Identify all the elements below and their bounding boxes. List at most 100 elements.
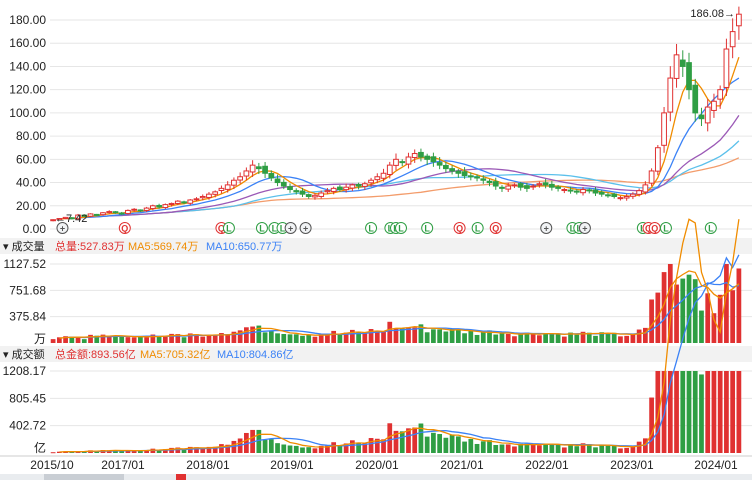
volume-section-label[interactable]: ▾ 成交量 xyxy=(3,239,45,253)
price-y-tick: 100.00 xyxy=(9,106,46,120)
down-bar xyxy=(456,329,461,343)
l-event-icon[interactable]: L xyxy=(422,223,433,234)
l-event-icon[interactable]: L xyxy=(223,223,234,234)
candle-body xyxy=(113,212,118,213)
x-axis-label: 2023/01 xyxy=(610,458,654,472)
candle-body xyxy=(119,213,124,214)
l-event-icon[interactable]: L xyxy=(705,223,716,234)
up-bar xyxy=(88,335,93,343)
down-bar xyxy=(468,439,473,453)
up-bar xyxy=(225,334,230,343)
q-event-icon[interactable]: Q xyxy=(649,223,660,234)
l-event-icon[interactable]: L xyxy=(256,223,267,234)
candle-body xyxy=(637,191,642,195)
plus-event-icon[interactable]: + xyxy=(300,223,311,234)
price-y-tick: 120.00 xyxy=(9,83,46,97)
candle-body xyxy=(144,208,149,210)
candle-body xyxy=(288,187,293,190)
plus-event-icon[interactable]: + xyxy=(579,223,590,234)
down-bar xyxy=(425,332,430,343)
q-event-icon[interactable]: Q xyxy=(119,223,130,234)
plus-event-icon[interactable]: + xyxy=(285,223,296,234)
down-bar xyxy=(338,334,343,343)
price-y-tick: 0.00 xyxy=(23,222,47,236)
l-event-icon[interactable]: L xyxy=(395,223,406,234)
candle-body xyxy=(381,173,386,178)
l-event-icon[interactable]: L xyxy=(472,223,483,234)
down-bar xyxy=(431,329,436,343)
down-bar xyxy=(699,374,704,453)
down-bar xyxy=(450,434,455,453)
down-bar xyxy=(680,371,685,453)
down-bar xyxy=(431,433,436,453)
candle-body xyxy=(157,205,162,206)
l-event-icon[interactable]: L xyxy=(660,223,671,234)
volume-moving-averages xyxy=(59,271,739,338)
up-bar xyxy=(331,331,336,343)
up-bar xyxy=(655,371,660,453)
down-bar xyxy=(481,332,486,343)
down-bar xyxy=(444,438,449,453)
down-bar xyxy=(263,332,268,343)
up-bar xyxy=(737,371,742,453)
candle-body xyxy=(150,206,155,209)
candle-body xyxy=(556,187,561,188)
candle-body xyxy=(331,188,336,191)
l-event-icon[interactable]: L xyxy=(366,223,377,234)
down-bar xyxy=(606,446,611,453)
candle-body xyxy=(238,177,243,180)
down-bar xyxy=(549,444,554,453)
candle-body xyxy=(387,165,392,174)
candle-body xyxy=(543,183,548,185)
up-bar xyxy=(649,398,654,453)
candle-body xyxy=(250,165,255,172)
candle-body xyxy=(219,188,224,190)
candle-body xyxy=(101,213,106,215)
panel-y-tick: 751.68 xyxy=(9,283,46,297)
candle-body xyxy=(325,191,330,192)
candle-body xyxy=(344,187,349,189)
candle-body xyxy=(462,172,467,176)
down-bar xyxy=(462,442,467,453)
candle-body xyxy=(537,184,542,185)
x-axis-label: 2021/01 xyxy=(440,458,484,472)
candle-body xyxy=(107,212,112,213)
candle-body xyxy=(624,196,629,198)
amount-section-label[interactable]: ▾ 成交额 xyxy=(3,347,45,361)
time-scrollbar-thumb[interactable] xyxy=(44,474,124,480)
down-bar xyxy=(281,445,286,453)
plus-event-icon[interactable]: + xyxy=(541,223,552,234)
up-bar xyxy=(381,332,386,343)
down-bar xyxy=(487,440,492,453)
down-bar xyxy=(687,275,692,343)
price-y-tick: 60.00 xyxy=(16,152,46,166)
candle-body xyxy=(425,156,430,159)
plus-event-icon[interactable]: + xyxy=(57,223,68,234)
q-event-icon[interactable]: Q xyxy=(454,223,465,234)
x-axis-label: 2020/01 xyxy=(355,458,399,472)
volume-unit: 万 xyxy=(34,332,46,346)
down-bar xyxy=(543,444,548,453)
candle-body xyxy=(313,195,318,197)
candle-body xyxy=(574,191,579,192)
event-marker-letter: + xyxy=(288,224,293,234)
down-bar xyxy=(113,337,118,343)
q-event-icon[interactable]: Q xyxy=(490,223,501,234)
panel-y-tick: 402.72 xyxy=(9,419,46,433)
up-bar xyxy=(730,290,735,343)
candle-body xyxy=(493,182,498,186)
candle-body xyxy=(444,165,449,168)
amount-ma10: MA10:804.86亿 xyxy=(217,348,293,361)
candle-body xyxy=(225,185,230,189)
candle-body xyxy=(169,203,174,204)
candle-body xyxy=(431,157,436,162)
down-bar xyxy=(300,447,305,453)
up-bar xyxy=(412,328,417,343)
candle-body xyxy=(549,184,554,187)
down-bar xyxy=(556,445,561,453)
candle-body xyxy=(693,85,698,113)
down-bar xyxy=(612,446,617,453)
down-bar xyxy=(475,335,480,343)
